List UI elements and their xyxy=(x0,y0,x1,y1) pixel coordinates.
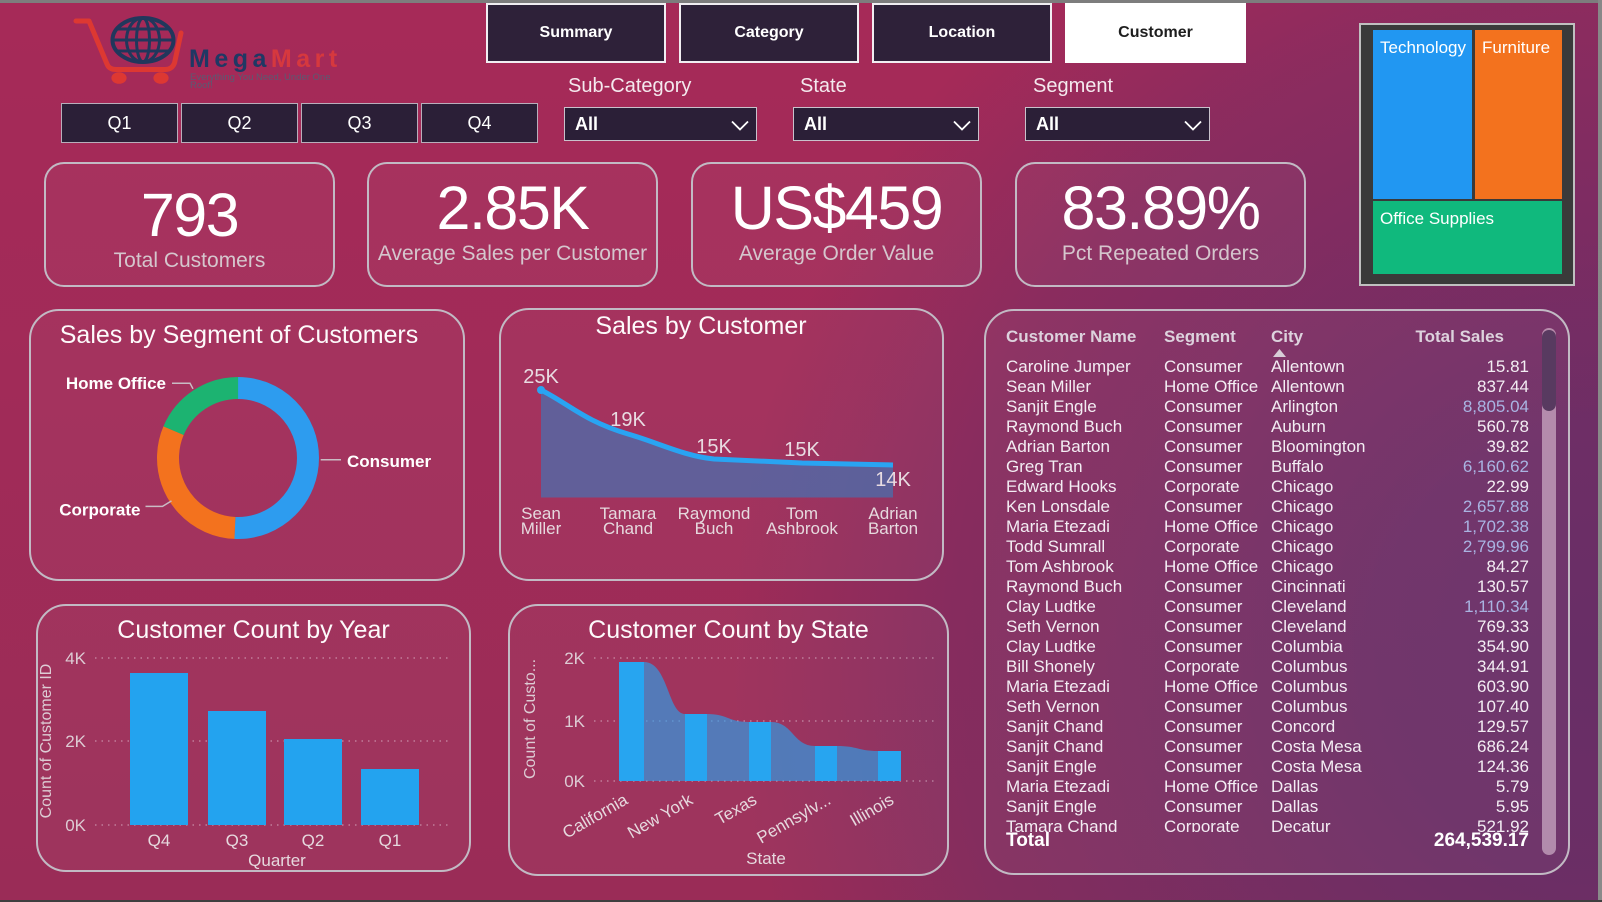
svg-text:4K: 4K xyxy=(65,649,86,668)
svg-text:Barton: Barton xyxy=(868,519,918,538)
svg-text:MegaMart: MegaMart xyxy=(189,45,342,73)
svg-text:California: California xyxy=(559,790,631,843)
svg-text:Count of Custo...: Count of Custo... xyxy=(522,659,539,779)
svg-text:15K: 15K xyxy=(784,439,820,461)
svg-text:Illinois: Illinois xyxy=(847,790,897,830)
svg-text:Tamara: Tamara xyxy=(600,504,657,523)
svg-text:New York: New York xyxy=(624,790,696,843)
svg-text:Count of Customer ID: Count of Customer ID xyxy=(38,664,55,819)
svg-text:Quarter: Quarter xyxy=(248,851,306,870)
svg-text:Miller: Miller xyxy=(521,519,562,538)
svg-text:Q1: Q1 xyxy=(379,831,402,850)
svg-text:25K: 25K xyxy=(523,366,559,388)
svg-text:Texas: Texas xyxy=(712,790,760,829)
svg-text:Buch: Buch xyxy=(695,519,734,538)
svg-text:Corporate: Corporate xyxy=(59,501,140,520)
svg-text:Roof!: Roof! xyxy=(190,80,213,91)
svg-text:Chand: Chand xyxy=(603,519,653,538)
svg-text:State: State xyxy=(746,849,786,868)
svg-text:Raymond: Raymond xyxy=(678,504,751,523)
svg-text:Everything You Need, Under One: Everything You Need, Under One xyxy=(190,72,330,83)
svg-text:0K: 0K xyxy=(564,772,585,791)
svg-text:Q3: Q3 xyxy=(226,831,249,850)
svg-text:Q2: Q2 xyxy=(302,831,325,850)
svg-text:Pennsylv...: Pennsylv... xyxy=(754,790,834,847)
svg-text:Tom: Tom xyxy=(786,504,818,523)
svg-text:14K: 14K xyxy=(875,469,911,491)
svg-text:15K: 15K xyxy=(696,436,732,458)
svg-text:0K: 0K xyxy=(65,816,86,835)
svg-text:Sean: Sean xyxy=(521,504,561,523)
svg-text:2K: 2K xyxy=(65,732,86,751)
svg-text:2K: 2K xyxy=(564,649,585,668)
svg-text:Ashbrook: Ashbrook xyxy=(766,519,838,538)
svg-text:1K: 1K xyxy=(564,712,585,731)
svg-text:Adrian: Adrian xyxy=(868,504,917,523)
svg-text:Q4: Q4 xyxy=(148,831,171,850)
svg-text:Consumer: Consumer xyxy=(347,452,431,471)
svg-text:19K: 19K xyxy=(610,409,646,431)
svg-text:Home Office: Home Office xyxy=(66,374,166,393)
